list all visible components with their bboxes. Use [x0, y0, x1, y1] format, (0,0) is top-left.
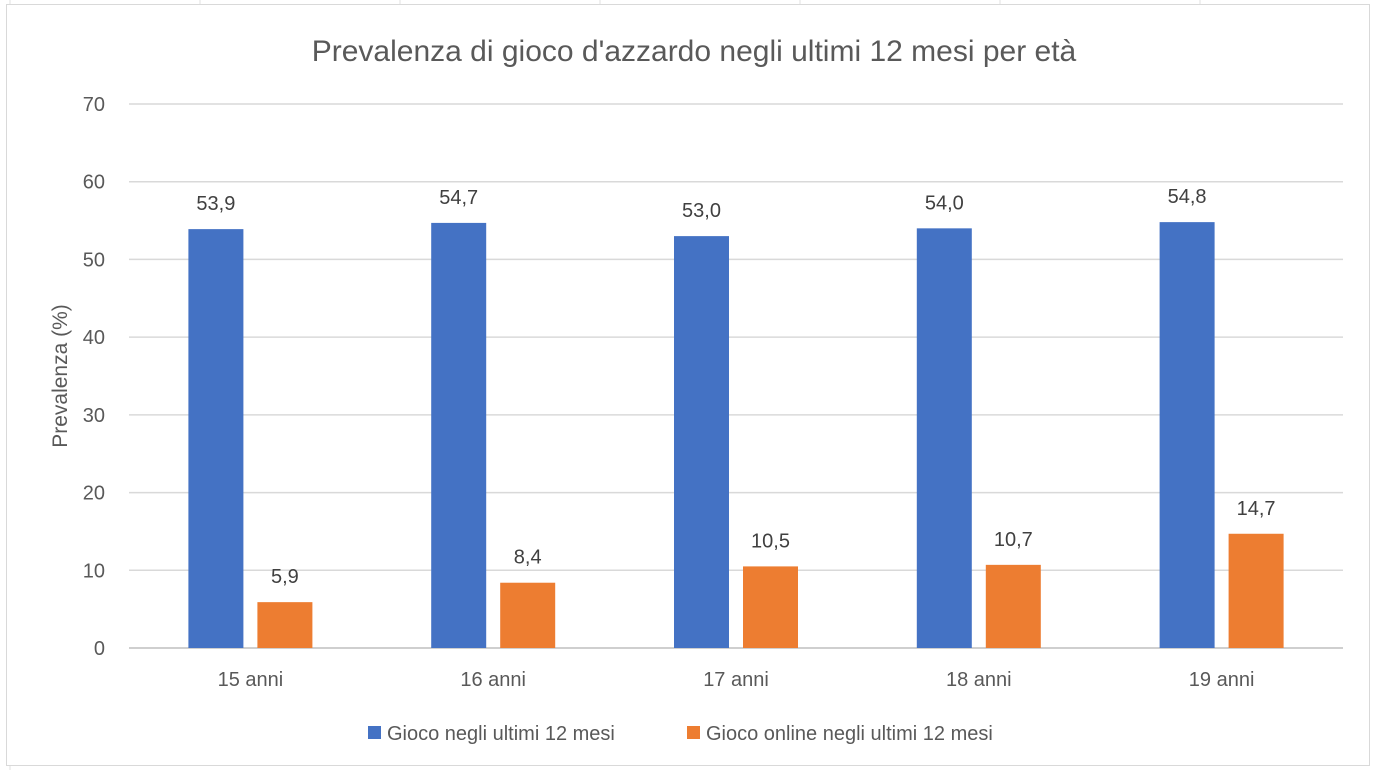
bar-gioco-online-1 [500, 582, 556, 648]
x-tick-label: 17 anni [703, 669, 769, 691]
gridlines [129, 103, 1343, 649]
bar-gioco-online-2 [743, 566, 798, 648]
data-label: 5,9 [271, 566, 299, 588]
y-tick-label: 20 [83, 483, 105, 505]
bar-gioco-0 [188, 229, 244, 648]
y-axis-label: Prevalenza (%) [49, 304, 72, 448]
y-tick-label: 70 [83, 94, 105, 116]
data-label: 8,4 [514, 547, 542, 569]
y-axis-ticks: 0 10 20 30 40 50 60 70 [83, 94, 105, 660]
data-label: 53,0 [682, 200, 721, 222]
data-label: 10,5 [751, 530, 790, 552]
y-tick-label: 50 [83, 249, 105, 271]
legend: Gioco negli ultimi 12 mesi Gioco online n… [368, 723, 993, 745]
data-label: 54,8 [1168, 186, 1207, 208]
y-tick-label: 60 [83, 172, 105, 194]
x-tick-label: 18 anni [946, 669, 1012, 691]
bar-gioco-online-3 [985, 564, 1041, 648]
bar-gioco-1 [431, 222, 487, 648]
legend-label-0: Gioco negli ultimi 12 mesi [387, 723, 615, 745]
y-tick-label: 10 [83, 560, 105, 582]
data-labels: 53,9 5,9 54,7 8,4 53,0 10,5 54,0 10,7 54,8 14,7 [196, 186, 1275, 588]
bar-gioco-online-0 [257, 602, 313, 648]
data-label: 10,7 [994, 529, 1033, 551]
bar-gioco-online-4 [1228, 533, 1284, 648]
y-tick-label: 30 [83, 405, 105, 427]
data-label: 54,0 [925, 192, 964, 214]
x-axis-ticks: 15 anni 16 anni 17 anni 18 anni 19 anni [218, 669, 1255, 691]
legend-swatch-1 [687, 726, 700, 739]
chart-title: Prevalenza di gioco d'azzardo negli ulti… [312, 35, 1077, 68]
chart-area[interactable]: Prevalenza di gioco d'azzardo negli ulti… [6, 4, 1370, 766]
bars [188, 222, 1284, 649]
legend-label-1: Gioco online negli ultimi 12 mesi [706, 723, 993, 745]
x-tick-label: 15 anni [218, 669, 284, 691]
x-tick-label: 16 anni [460, 669, 526, 691]
y-tick-label: 40 [83, 327, 105, 349]
y-tick-label: 0 [94, 638, 105, 660]
legend-swatch-0 [368, 726, 381, 739]
bar-chart: Prevalenza di gioco d'azzardo negli ulti… [49, 35, 1343, 745]
data-label: 54,7 [439, 187, 478, 209]
x-tick-label: 19 anni [1189, 669, 1255, 691]
data-label: 14,7 [1237, 498, 1276, 520]
bar-gioco-4 [1159, 222, 1215, 648]
data-label: 53,9 [196, 193, 235, 215]
bar-gioco-2 [674, 236, 729, 648]
bar-gioco-3 [916, 228, 972, 649]
